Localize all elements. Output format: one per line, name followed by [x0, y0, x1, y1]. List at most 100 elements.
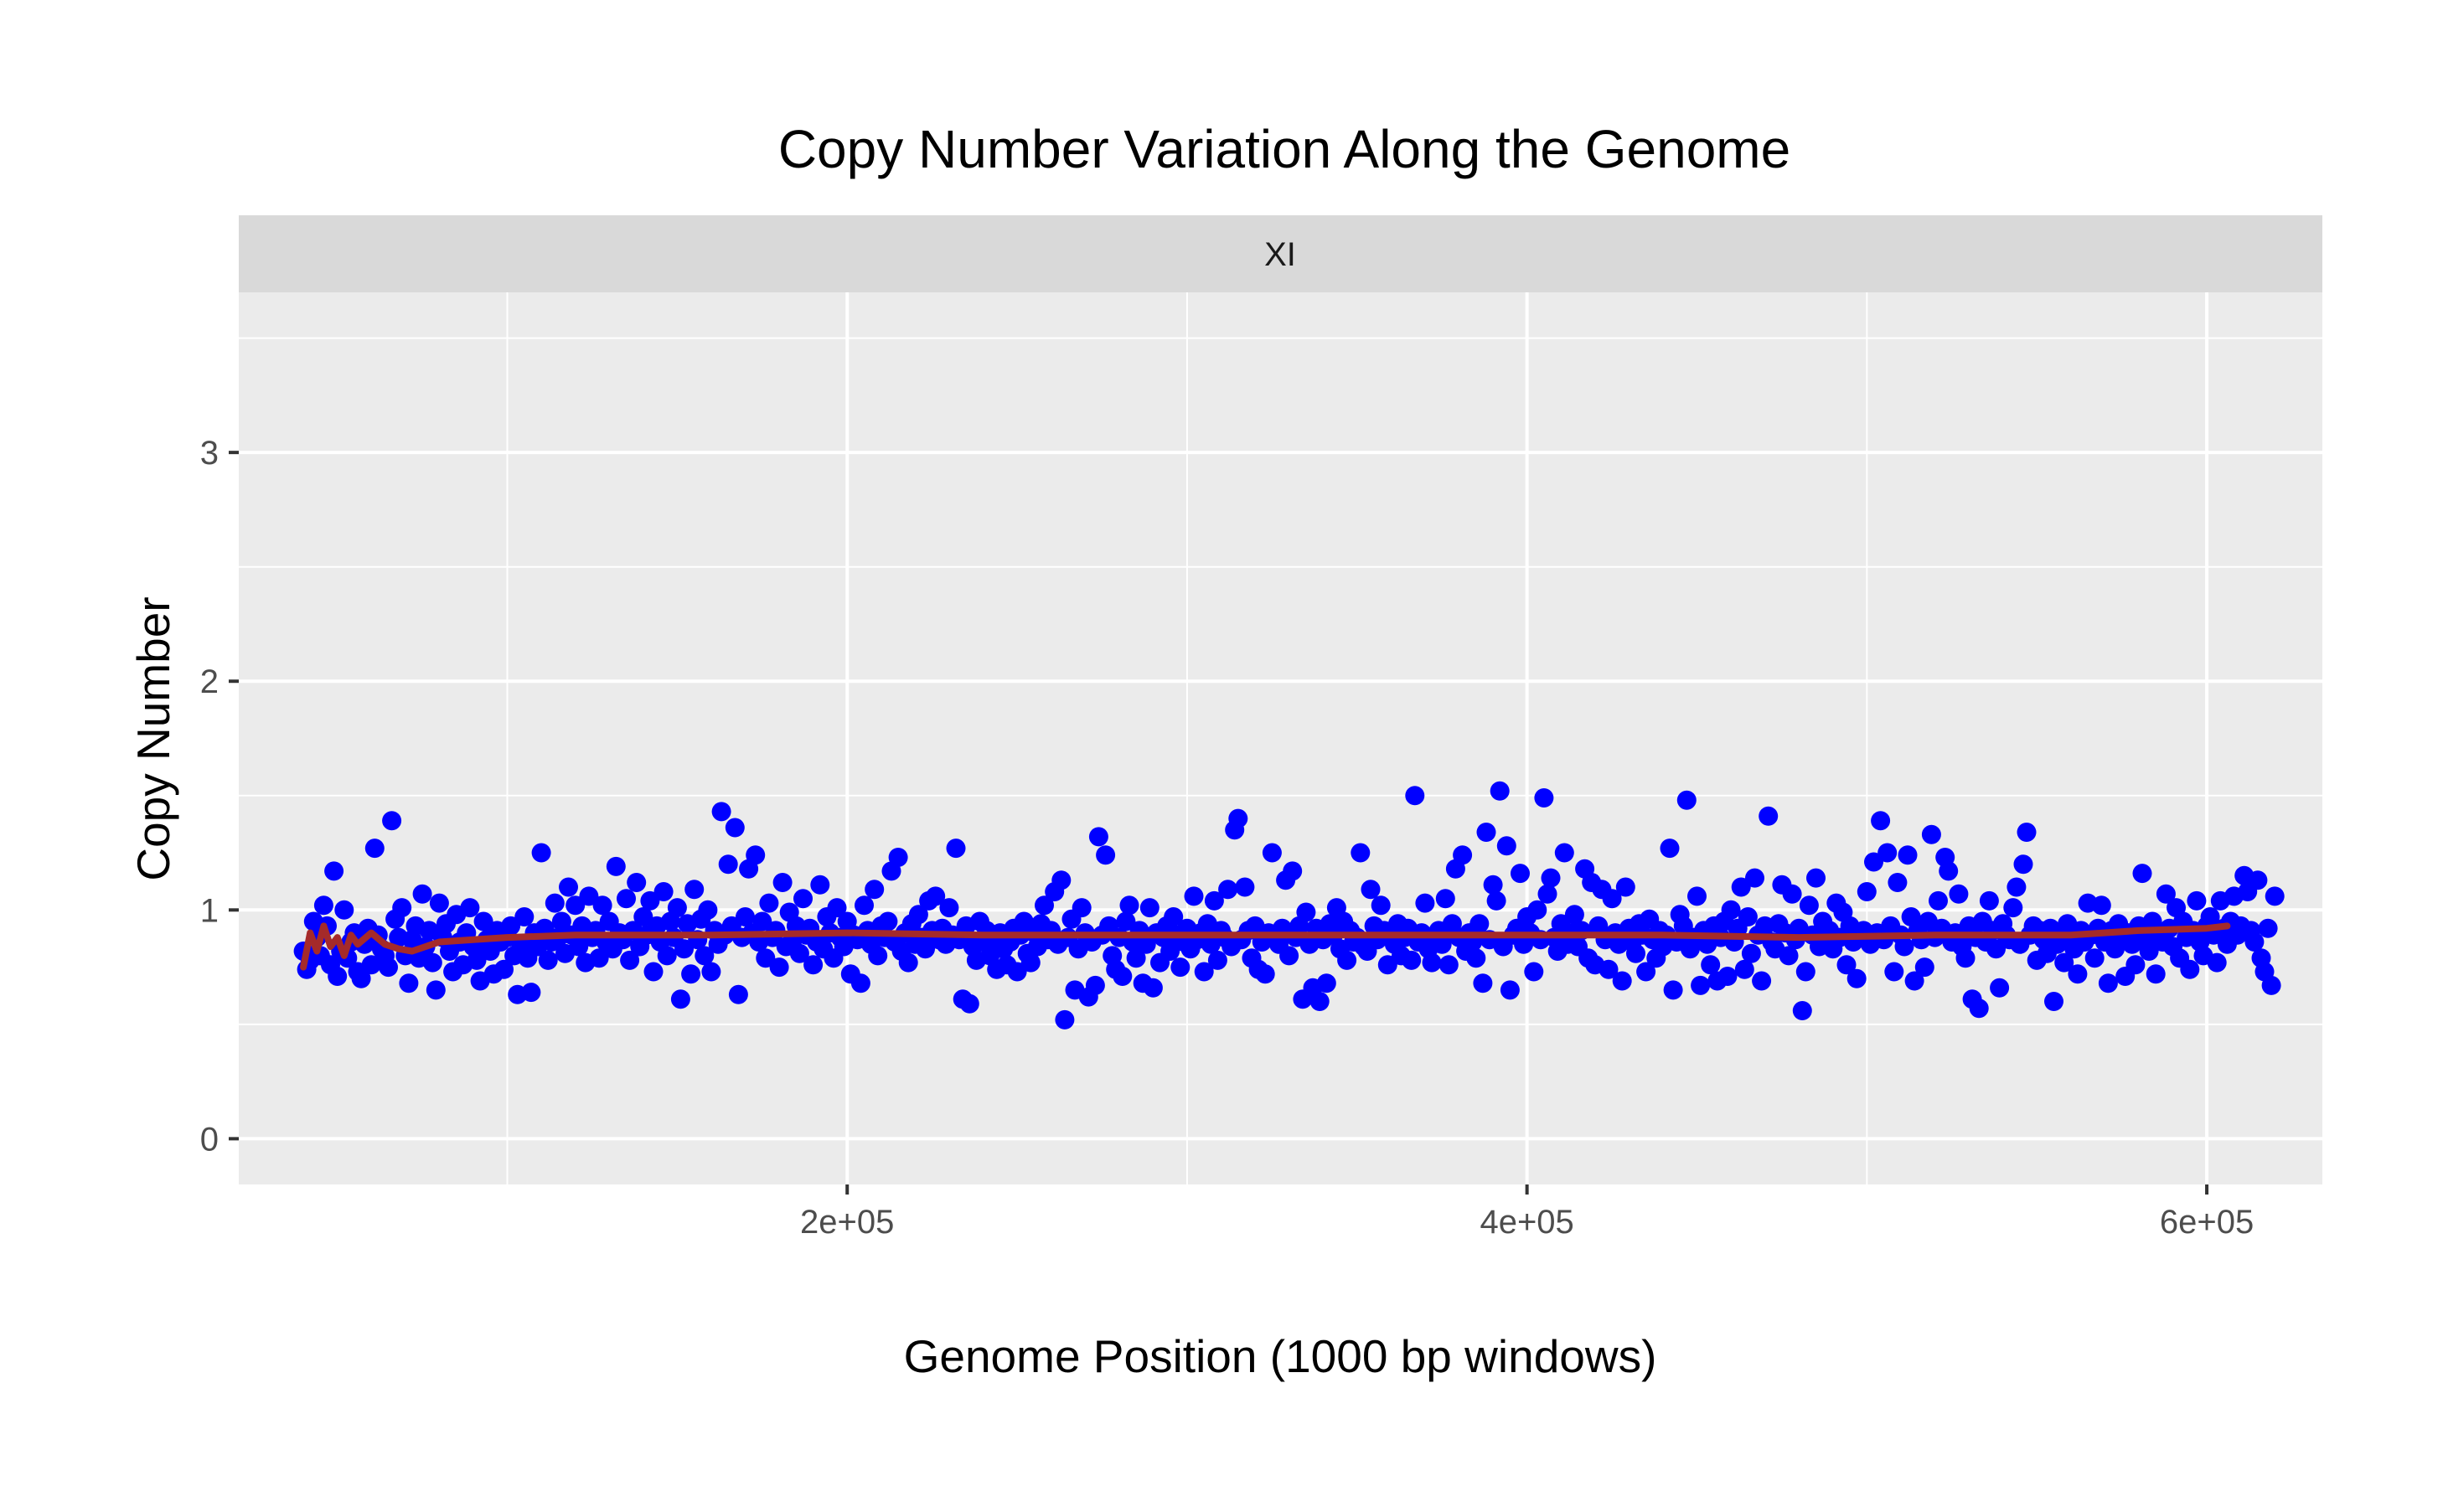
data-point — [793, 889, 813, 909]
data-point — [1007, 962, 1027, 982]
data-point — [640, 890, 660, 911]
data-point — [1020, 952, 1041, 973]
data-point — [1143, 978, 1163, 998]
data-point — [545, 893, 565, 913]
data-point — [701, 962, 721, 982]
data-point — [2013, 854, 2033, 875]
data-point — [569, 937, 589, 957]
data-point — [1316, 973, 1336, 993]
data-point — [620, 950, 640, 970]
data-point — [674, 939, 694, 959]
data-point — [328, 967, 348, 986]
data-point — [1194, 962, 1214, 982]
trend-line — [300, 922, 2231, 971]
data-point — [1792, 1001, 1812, 1020]
data-point — [803, 955, 824, 975]
data-point — [2054, 952, 2074, 973]
data-point — [1524, 962, 1544, 982]
data-point — [772, 873, 793, 892]
data-point — [617, 889, 636, 909]
y-axis-title: Copy Number — [127, 596, 179, 880]
data-point — [1599, 959, 1619, 979]
y-tick-label-1: 1 — [200, 892, 219, 929]
data-point — [1795, 962, 1815, 982]
data-point — [1435, 889, 1455, 909]
data-point — [1466, 948, 1486, 968]
data-point — [1438, 955, 1459, 975]
data-point — [1170, 957, 1191, 978]
data-point — [467, 950, 487, 970]
data-point — [2084, 948, 2105, 968]
data-point — [1846, 968, 1867, 988]
y-tick-label-3: 3 — [200, 435, 219, 472]
data-point — [1116, 911, 1136, 931]
data-point — [1361, 880, 1381, 900]
data-point — [1864, 852, 1883, 872]
major-gridlines — [239, 292, 2322, 1184]
data-point — [728, 984, 748, 1004]
data-point — [1782, 884, 1802, 904]
data-point — [2044, 992, 2063, 1011]
data-point — [426, 980, 446, 1000]
data-point — [736, 907, 755, 926]
data-point — [1415, 893, 1435, 913]
data-point — [1759, 806, 1779, 826]
data-point — [667, 898, 687, 918]
data-point — [759, 893, 779, 913]
data-point — [1096, 845, 1116, 865]
data-point — [1914, 957, 1934, 978]
data-point — [1402, 950, 1422, 970]
data-point — [789, 943, 809, 963]
data-point — [908, 905, 928, 925]
chart-title: Copy Number Variation Along the Genome — [778, 119, 1790, 179]
data-point — [1204, 890, 1224, 911]
data-point — [559, 877, 578, 897]
data-point — [2248, 870, 2268, 890]
data-point — [422, 952, 442, 973]
data-point — [1676, 790, 1697, 810]
data-point — [2207, 952, 2227, 973]
data-point — [1207, 950, 1227, 970]
data-point — [878, 911, 898, 931]
data-point — [746, 845, 766, 865]
data-point — [382, 811, 402, 831]
data-point — [1164, 907, 1184, 926]
data-point — [501, 916, 521, 936]
x-tick-labels: 2e+05 4e+05 6e+05 — [800, 1204, 2254, 1241]
data-point — [1979, 890, 1999, 911]
data-point — [2146, 964, 2166, 984]
data-point — [1564, 905, 1584, 925]
data-point — [1955, 948, 1976, 968]
data-point — [412, 884, 432, 904]
data-point — [1088, 827, 1108, 847]
data-point — [2007, 877, 2027, 897]
data-point — [1422, 952, 1442, 973]
data-point — [579, 886, 599, 906]
data-point — [643, 962, 664, 982]
data-point — [1612, 971, 1632, 991]
data-point — [1921, 824, 1941, 844]
data-point — [473, 911, 493, 931]
data-point — [868, 946, 888, 966]
data-point — [589, 948, 609, 968]
data-point — [1483, 875, 1503, 895]
data-point — [521, 983, 541, 1003]
data-point — [1691, 975, 1711, 995]
data-point — [2132, 864, 2152, 884]
data-point — [657, 946, 677, 966]
data-point — [810, 875, 830, 895]
data-point — [850, 973, 870, 993]
data-point — [916, 939, 935, 959]
data-point — [2098, 973, 2118, 993]
data-point — [1296, 902, 1316, 922]
data-point — [681, 964, 701, 984]
data-point — [1717, 967, 1738, 986]
data-point — [1857, 882, 1877, 901]
data-point — [1055, 1009, 1075, 1030]
data-point — [1969, 999, 1989, 1019]
data-point — [1511, 864, 1530, 884]
data-point — [2265, 886, 2285, 906]
data-point — [725, 818, 745, 838]
data-point — [1904, 971, 1924, 991]
